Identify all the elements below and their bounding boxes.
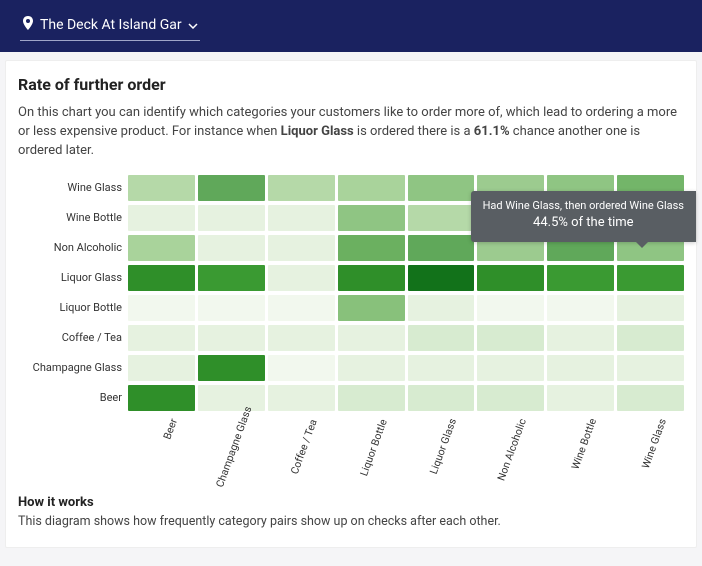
heatmap-cell[interactable] [198, 385, 265, 411]
heatmap-cell[interactable] [198, 265, 265, 291]
map-pin-icon [22, 16, 34, 34]
heatmap-cell[interactable] [338, 325, 405, 351]
heatmap-cell[interactable] [547, 385, 614, 411]
x-label: Wine Glass [632, 416, 669, 488]
y-axis-labels: Wine Glass Wine Bottle Non Alcoholic Liquor… [18, 175, 128, 489]
chart-card: Rate of further order On this chart you … [5, 60, 697, 548]
y-label: Non Alcoholic [18, 235, 122, 261]
x-label: Non Alcoholic [492, 416, 529, 488]
heatmap-cell[interactable] [338, 175, 405, 201]
y-label: Beer [18, 385, 122, 411]
chevron-down-icon [188, 17, 198, 33]
heatmap-cell[interactable] [338, 295, 405, 321]
heatmap-cell[interactable] [617, 355, 684, 381]
heatmap-cell[interactable] [408, 295, 475, 321]
heatmap-cell[interactable] [338, 235, 405, 261]
location-label: The Deck At Island Gar [40, 17, 182, 33]
heatmap-cell[interactable] [547, 355, 614, 381]
top-bar: The Deck At Island Gar [0, 0, 702, 52]
location-picker[interactable]: The Deck At Island Gar [20, 12, 200, 41]
heatmap-cell[interactable] [617, 265, 684, 291]
heatmap-cell[interactable] [338, 265, 405, 291]
heatmap-cell[interactable] [268, 205, 335, 231]
heatmap-cell[interactable] [547, 295, 614, 321]
y-label: Liquor Glass [18, 265, 122, 291]
heatmap-cell[interactable] [198, 355, 265, 381]
heatmap-cell[interactable] [128, 385, 195, 411]
x-axis-labels: Beer Champagne Glass Coffee / Tea Liquor Bo… [128, 417, 684, 489]
tooltip-value: 44.5% of the time [483, 215, 684, 232]
x-label: Beer [143, 416, 180, 488]
heatmap-cell[interactable] [198, 295, 265, 321]
heatmap-cell[interactable] [408, 175, 475, 201]
heatmap-cell[interactable] [547, 265, 614, 291]
heatmap-cell[interactable] [198, 205, 265, 231]
x-label: Liquor Bottle [353, 416, 390, 488]
y-label: Champagne Glass [18, 355, 122, 381]
heatmap-cell[interactable] [268, 235, 335, 261]
heatmap-cell[interactable] [198, 325, 265, 351]
y-label: Liquor Bottle [18, 295, 122, 321]
heatmap-cell[interactable] [338, 205, 405, 231]
card-title: Rate of further order [18, 75, 684, 94]
y-label: Wine Glass [18, 175, 122, 201]
heatmap-cell[interactable] [128, 355, 195, 381]
heatmap-cell[interactable] [128, 325, 195, 351]
y-label: Wine Bottle [18, 205, 122, 231]
chart-tooltip: Had Wine Glass, then ordered Wine Glass … [471, 191, 696, 242]
heatmap-cell[interactable] [268, 295, 335, 321]
heatmap-cell[interactable] [617, 385, 684, 411]
heatmap-cell[interactable] [128, 175, 195, 201]
heatmap-cell[interactable] [128, 235, 195, 261]
heatmap-cell[interactable] [408, 385, 475, 411]
heatmap-cell[interactable] [617, 295, 684, 321]
heatmap-cell[interactable] [268, 355, 335, 381]
heatmap-cell[interactable] [408, 325, 475, 351]
desc-bold-category: Liquor Glass [281, 124, 354, 139]
heatmap-cell[interactable] [338, 385, 405, 411]
heatmap-cell[interactable] [477, 385, 544, 411]
x-label: Coffee / Tea [283, 416, 320, 488]
heatmap-cell[interactable] [408, 235, 475, 261]
how-it-works-title: How it works [18, 495, 684, 510]
how-it-works-desc: This diagram shows how frequently catego… [18, 514, 684, 529]
x-label: Liquor Glass [423, 416, 460, 488]
heatmap-cell[interactable] [128, 265, 195, 291]
heatmap-cell[interactable] [128, 295, 195, 321]
heatmap-cell[interactable] [477, 325, 544, 351]
heatmap-cell[interactable] [408, 205, 475, 231]
desc-text: is ordered there is a [354, 124, 474, 139]
heatmap-cell[interactable] [617, 325, 684, 351]
heatmap-cell[interactable] [477, 295, 544, 321]
heatmap-cell[interactable] [268, 325, 335, 351]
y-label: Coffee / Tea [18, 325, 122, 351]
heatmap-cell[interactable] [477, 355, 544, 381]
heatmap-cell[interactable] [268, 175, 335, 201]
heatmap-cell[interactable] [268, 385, 335, 411]
heatmap-cell[interactable] [477, 265, 544, 291]
heatmap-cell[interactable] [338, 355, 405, 381]
heatmap-cell[interactable] [408, 355, 475, 381]
x-label: Wine Bottle [562, 416, 599, 488]
heatmap-cell[interactable] [268, 265, 335, 291]
x-label: Champagne Glass [213, 416, 250, 488]
card-description: On this chart you can identify which cat… [18, 104, 684, 161]
heatmap-cell[interactable] [198, 235, 265, 261]
heatmap-cell[interactable] [128, 205, 195, 231]
desc-bold-percent: 61.1% [474, 124, 510, 139]
heatmap-cell[interactable] [408, 265, 475, 291]
heatmap-cell[interactable] [198, 175, 265, 201]
tooltip-line1: Had Wine Glass, then ordered Wine Glass [483, 199, 684, 213]
heatmap-cell[interactable] [547, 325, 614, 351]
